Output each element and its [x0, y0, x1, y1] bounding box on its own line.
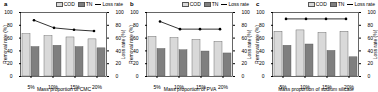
svg-text:0: 0: [262, 73, 265, 79]
svg-text:20: 20: [258, 60, 265, 67]
svg-text:Loss rate (%): Loss rate (%): [372, 29, 378, 59]
svg-text:80: 80: [242, 22, 248, 28]
svg-text:0: 0: [116, 73, 119, 79]
html-text:COD: COD: [315, 1, 327, 7]
svg-text:40: 40: [258, 47, 265, 54]
html-text:Loss rate: Loss rate: [354, 1, 375, 7]
svg-text:20%: 20%: [92, 84, 103, 90]
svg-text:80: 80: [258, 21, 265, 28]
html-text:TN: TN: [211, 1, 219, 7]
svg-text:Removal rate (%): Removal rate (%): [2, 25, 8, 64]
html-text:a: a: [4, 1, 8, 7]
svg-text:0: 0: [10, 73, 13, 79]
svg-text:Loss rate (%): Loss rate (%): [246, 29, 252, 59]
svg-text:80: 80: [6, 21, 13, 28]
svg-text:20: 20: [368, 60, 374, 66]
svg-text:Mass proportion of CMC: Mass proportion of CMC: [37, 86, 92, 92]
svg-text:Removal rate (%): Removal rate (%): [128, 25, 134, 64]
svg-text:80: 80: [116, 22, 122, 28]
svg-text:Removal rate (%): Removal rate (%): [254, 25, 260, 64]
html-text:b: b: [130, 1, 134, 7]
html-text:COD: COD: [63, 1, 75, 7]
svg-text:100: 100: [130, 9, 139, 15]
svg-text:5%: 5%: [153, 84, 161, 90]
svg-text:40: 40: [115, 47, 122, 54]
svg-text:60: 60: [115, 34, 122, 41]
svg-text:Mass proportion of sodium sili: Mass proportion of sodium silicate: [278, 86, 354, 92]
svg-text:20: 20: [6, 60, 13, 67]
svg-text:Mass proportion of PVA: Mass proportion of PVA: [164, 86, 217, 92]
svg-text:20: 20: [116, 60, 122, 66]
svg-text:0: 0: [368, 73, 371, 79]
svg-text:100: 100: [242, 9, 251, 15]
svg-text:100: 100: [116, 9, 125, 15]
svg-text:40: 40: [6, 47, 13, 54]
svg-text:100: 100: [4, 9, 13, 15]
svg-text:20: 20: [242, 60, 248, 66]
svg-text:100: 100: [368, 9, 377, 15]
svg-text:40: 40: [367, 47, 374, 54]
svg-text:60: 60: [241, 34, 248, 41]
svg-text:60: 60: [6, 34, 13, 41]
html-text:TN: TN: [337, 1, 345, 7]
html-text:c: c: [256, 1, 260, 7]
svg-text:60: 60: [367, 34, 374, 41]
svg-text:100: 100: [256, 9, 265, 15]
html-text:TN: TN: [85, 1, 93, 7]
svg-text:0: 0: [242, 73, 245, 79]
svg-text:40: 40: [241, 47, 248, 54]
svg-text:60: 60: [132, 34, 139, 41]
svg-text:40: 40: [132, 47, 139, 54]
svg-text:80: 80: [132, 21, 139, 28]
html-text:Loss rate: Loss rate: [228, 1, 249, 7]
svg-text:60: 60: [258, 34, 265, 41]
svg-text:80: 80: [368, 22, 374, 28]
svg-text:0: 0: [136, 73, 139, 79]
html-text:Loss rate: Loss rate: [102, 1, 123, 7]
svg-text:20%: 20%: [218, 84, 229, 90]
svg-text:5%: 5%: [27, 84, 35, 90]
html-text:COD: COD: [189, 1, 201, 7]
svg-text:20: 20: [132, 60, 139, 67]
svg-text:Loss rate (%): Loss rate (%): [120, 29, 126, 59]
